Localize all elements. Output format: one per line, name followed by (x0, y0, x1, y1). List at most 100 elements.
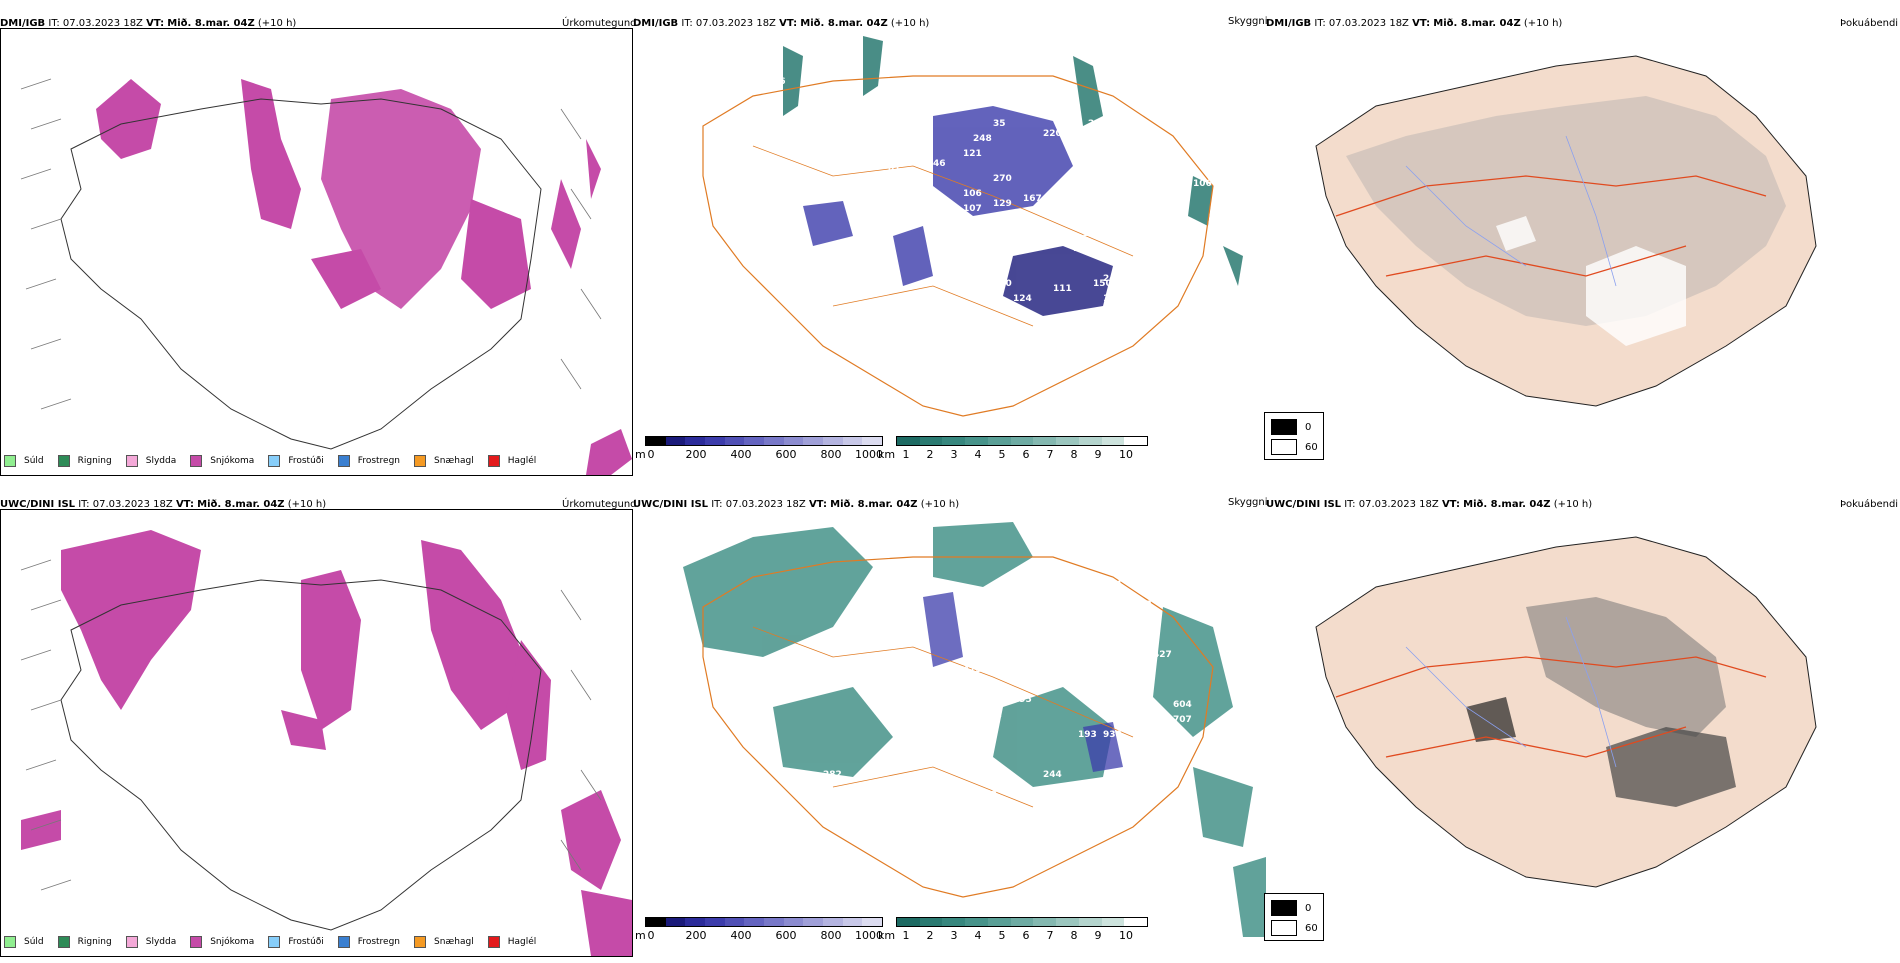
row1-fog-map (1315, 55, 1817, 407)
colorbar-swatch (965, 437, 988, 445)
tick: 1 (902, 448, 910, 461)
tick: 200 (685, 448, 707, 461)
tick: 4 (974, 448, 982, 461)
cloud-base-value: 244 (1043, 770, 1062, 780)
tick: 800 (820, 448, 842, 461)
tick: 7 (1046, 929, 1054, 942)
visibility-unit: km (878, 929, 896, 942)
legend-item: Snjókoma (190, 455, 254, 467)
cloud-base-value: 331 (1163, 770, 1182, 780)
row2-precip-title: Úrkomutegund (562, 499, 637, 510)
cloud-base-value: 129 (993, 199, 1012, 209)
colorbar-swatch (919, 918, 943, 926)
cloud-base-areas (803, 106, 1113, 316)
tick: 1000 (855, 448, 883, 461)
cloud-base-value: 193 (1078, 730, 1097, 740)
tick: 6 (1022, 929, 1030, 942)
colorbar-swatch (987, 437, 1011, 445)
cloud-base-value: 248 (973, 134, 992, 144)
visibility-colorbar: km 1 2 3 4 5 6 7 8 9 10 (878, 436, 1148, 462)
colorbar-swatch (665, 437, 686, 445)
colorbar-swatch (646, 918, 666, 926)
colorbar-swatch (862, 437, 883, 445)
visibility-unit: km (878, 448, 896, 461)
colorbar-swatch (1033, 437, 1057, 445)
cloud-base-value: 642 (1133, 680, 1152, 690)
fog-legend: 0 60 (1264, 412, 1324, 460)
tick: 8 (1070, 929, 1078, 942)
legend-item: Haglél (487, 455, 536, 467)
colorbar-swatch (744, 437, 765, 445)
cloud-base-value: 281 (1063, 214, 1082, 224)
cloud-base-value: 282 (823, 770, 842, 780)
cloud-base-value: 289 (1088, 119, 1107, 129)
colorbar-swatch (705, 918, 725, 926)
colorbar-swatch (1124, 918, 1148, 926)
cloud-base-unit: m (635, 448, 646, 461)
colorbar-swatch (1078, 918, 1102, 926)
cloud-base-value: 270 (978, 790, 997, 800)
colorbar-swatch (1010, 918, 1034, 926)
legend-item: Frostregn (337, 455, 400, 467)
cloud-base-value: 286 (1103, 159, 1122, 169)
row2-precip-map (20, 530, 632, 956)
colorbar-swatch (842, 437, 863, 445)
visibility-colorbar: km 1 2 3 4 5 6 7 8 9 10 (878, 917, 1148, 943)
tick: 9 (1094, 448, 1102, 461)
cloud-base-value: 843 (1133, 600, 1152, 610)
row1-visibility-title: Skyggni (1228, 16, 1268, 27)
cloud-base-value: 212 (1038, 234, 1057, 244)
colorbar-swatch (1078, 437, 1102, 445)
cloud-base-value: 105 (1103, 800, 1122, 810)
colorbar-swatch (803, 437, 824, 445)
cloud-base-value: 377 (1113, 174, 1132, 184)
tick: 7 (1046, 448, 1054, 461)
wind-barbs (20, 78, 602, 410)
low-visibility-areas (683, 522, 1266, 937)
tick: 1000 (855, 929, 883, 942)
cloud-base-value: 260 (1033, 109, 1052, 119)
tick: 600 (775, 448, 797, 461)
colorbar-swatch (942, 437, 966, 445)
tick: 6 (1022, 448, 1030, 461)
cloud-base-value: 944 (1103, 580, 1122, 590)
cloud-base-value: 81 (888, 164, 901, 174)
cloud-base-value: 173 (1043, 800, 1062, 810)
cloud-base-value: 106 (1193, 179, 1212, 189)
cloud-base-value: 604 (1173, 700, 1192, 710)
cloud-base-value: 270 (993, 174, 1012, 184)
tick: 9 (1094, 929, 1102, 942)
cloud-base-value: 36 (773, 77, 786, 87)
row1-visibility-panel: DMI/IGB IT: 07.03.2023 18Z VT: Mið. 8.ma… (633, 12, 1268, 482)
cloud-base-value: 106 (963, 189, 982, 199)
row2-fog-title: Þokuábendi (1840, 499, 1899, 510)
snow-areas (96, 79, 632, 475)
low-visibility-areas (783, 36, 1243, 286)
fog-legend: 0 60 (1264, 893, 1324, 941)
colorbar-swatch (897, 918, 920, 926)
colorbar-swatch (1101, 918, 1125, 926)
colorbar-swatch (1056, 437, 1079, 445)
cloud-base-value: 295 (1013, 695, 1032, 705)
colorbar-swatch (685, 918, 706, 926)
cloud-base-value: 267 (893, 134, 912, 144)
tick: 1 (902, 929, 910, 942)
row1-precip-frame (0, 28, 633, 476)
colorbar-swatch (823, 437, 843, 445)
tick: 5 (998, 929, 1006, 942)
legend-item: Haglél (487, 936, 536, 948)
colorbar-swatch (724, 437, 745, 445)
cloud-base-areas (923, 592, 1123, 772)
tick: 10 (1119, 448, 1133, 461)
legend-item: Frostúði (268, 455, 324, 467)
tick: 4 (974, 929, 982, 942)
colorbar-swatch (862, 918, 883, 926)
legend-item: Súld (4, 455, 44, 467)
cloud-base-value: 102 (953, 244, 972, 254)
legend-item: Frostúði (268, 936, 324, 948)
cloud-base-unit: m (635, 929, 646, 942)
colorbar-swatch (783, 437, 804, 445)
cloud-base-value: 336 (978, 690, 997, 700)
cloud-base-value: 110 (863, 251, 882, 261)
legend-item: Rigning (57, 936, 112, 948)
